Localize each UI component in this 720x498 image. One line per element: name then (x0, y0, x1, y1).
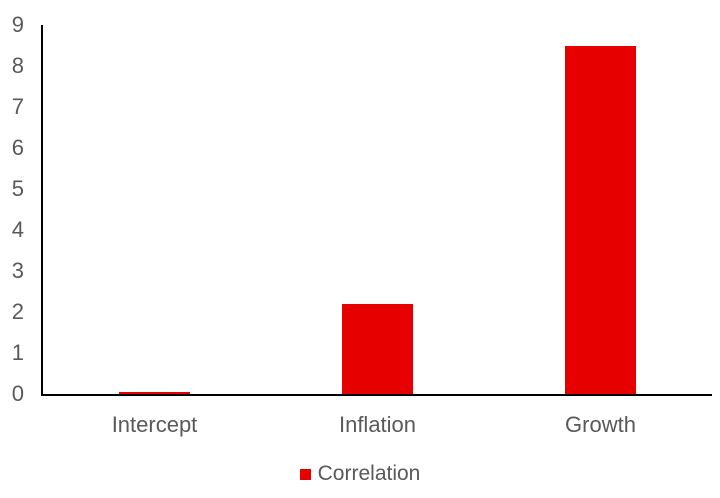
bar-growth (565, 45, 636, 394)
y-tick-label-4: 4 (11, 217, 24, 242)
y-tick-label-8: 8 (11, 53, 24, 78)
legend-label: Correlation (317, 462, 421, 485)
x-category-label-growth: Growth (565, 412, 636, 437)
y-tick-label-3: 3 (11, 258, 24, 283)
y-tick-label-9: 9 (11, 12, 24, 37)
legend-swatch-icon (299, 468, 311, 480)
legend: Correlation (15, 461, 705, 487)
y-tick-label-1: 1 (11, 340, 24, 365)
y-tick-label-5: 5 (11, 176, 24, 201)
y-tick-label-0: 0 (11, 381, 24, 406)
x-category-label-intercept: Intercept (111, 412, 198, 437)
y-tick-label-2: 2 (11, 299, 24, 324)
bar-inflation (342, 303, 413, 394)
plot-area (41, 25, 712, 396)
y-tick-label-7: 7 (11, 94, 24, 119)
x-category-label-inflation: Inflation (338, 412, 417, 437)
bar-intercept (119, 391, 190, 394)
y-tick-label-6: 6 (11, 135, 24, 160)
